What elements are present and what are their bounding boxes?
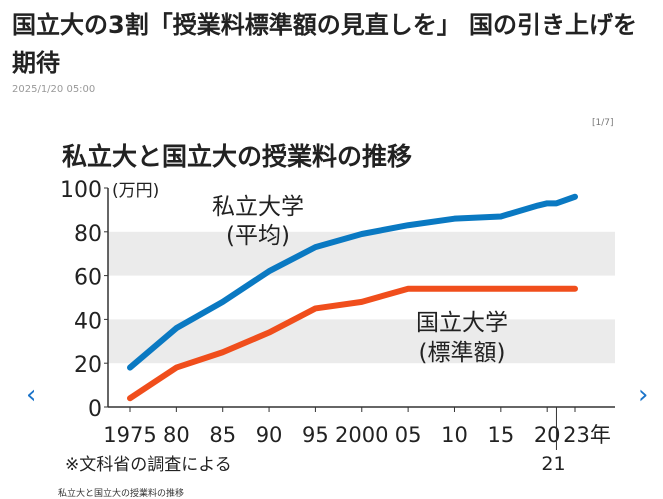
series-sublabel-private: (平均) (226, 223, 290, 249)
x-tick-label: 10 (441, 423, 468, 447)
x-tick-label: 80 (163, 423, 190, 447)
x-tick-label: 85 (209, 423, 236, 447)
publish-date: 2025/1/20 05:00 (12, 84, 96, 95)
x-tick-label: 2000 (335, 423, 388, 447)
grid-band (108, 319, 615, 364)
y-unit-label: (万円) (112, 181, 159, 201)
x-tick-label: 1975 (103, 423, 156, 447)
x-tick-label: 23年 (563, 423, 611, 447)
x-tick-label: 05 (395, 423, 422, 447)
series-label-private: 私立大学 (212, 194, 304, 220)
series-sublabel-national: (標準額) (419, 340, 506, 366)
y-tick-label: 0 (88, 397, 102, 422)
chart-title: 私立大と国立大の授業料の推移 (62, 142, 412, 171)
x-tick-label: 95 (302, 423, 329, 447)
next-image-button[interactable]: › (638, 380, 649, 410)
x-tick-label: 15 (487, 423, 514, 447)
y-tick-label: 40 (74, 309, 102, 334)
chart-note: ※文科省の調査による (65, 455, 232, 475)
series-label-national: 国立大学 (416, 310, 508, 336)
y-tick-label: 20 (74, 353, 102, 378)
image-caption: 私立大と国立大の授業料の推移 (58, 489, 185, 499)
series-line-national (127, 285, 578, 402)
x-tick-label-2021: 21 (541, 453, 565, 475)
y-tick-label: 80 (74, 222, 102, 247)
series-line-private (127, 193, 578, 371)
grid-band (108, 231, 615, 276)
article-title: 国立大の3割「授業料標準額の見直しを」 国の引き上げを期待 (12, 11, 638, 77)
image-counter: [1/7] (592, 118, 614, 128)
prev-image-button[interactable]: ‹ (26, 380, 37, 410)
y-tick-label: 100 (60, 178, 102, 203)
x-tick-label: 90 (256, 423, 283, 447)
y-tick-label: 60 (74, 266, 102, 291)
